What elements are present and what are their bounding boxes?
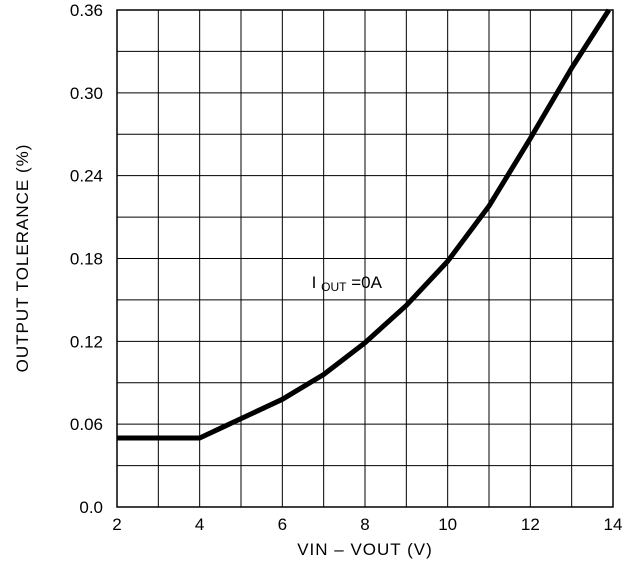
series-layer [116, 8, 611, 441]
grid [116, 9, 614, 508]
x-tick-label: 12 [521, 515, 540, 534]
y-tick-label: 0.36 [70, 1, 103, 20]
y-tick-label: 0.0 [79, 498, 103, 517]
annotation-rest: =0A [351, 273, 382, 292]
x-tick-labels: 2 4 6 8 10 12 14 [112, 515, 622, 534]
y-tick-label: 0.30 [70, 84, 103, 103]
y-tick-label: 0.06 [70, 415, 103, 434]
x-axis-label: VIN – VOUT (V) [297, 540, 433, 559]
series-line [116, 8, 611, 441]
x-tick-label: 4 [195, 515, 204, 534]
x-tick-label: 10 [438, 515, 457, 534]
y-tick-labels: 0.0 0.06 0.12 0.18 0.24 0.30 0.36 [70, 1, 103, 517]
y-tick-label: 0.24 [70, 167, 103, 186]
x-tick-label: 6 [278, 515, 287, 534]
x-tick-label: 14 [604, 515, 623, 534]
x-tick-label: 2 [112, 515, 121, 534]
y-tick-label: 0.12 [70, 332, 103, 351]
annotation-main: I [312, 273, 317, 292]
y-axis-label: OUTPUT TOLERANCE (%) [13, 144, 32, 373]
y-tick-label: 0.18 [70, 250, 103, 269]
x-tick-label: 8 [360, 515, 369, 534]
iout-annotation: I OUT =0A [312, 273, 383, 295]
annotation-subscript: OUT [321, 280, 347, 294]
plot-frame [116, 9, 614, 508]
